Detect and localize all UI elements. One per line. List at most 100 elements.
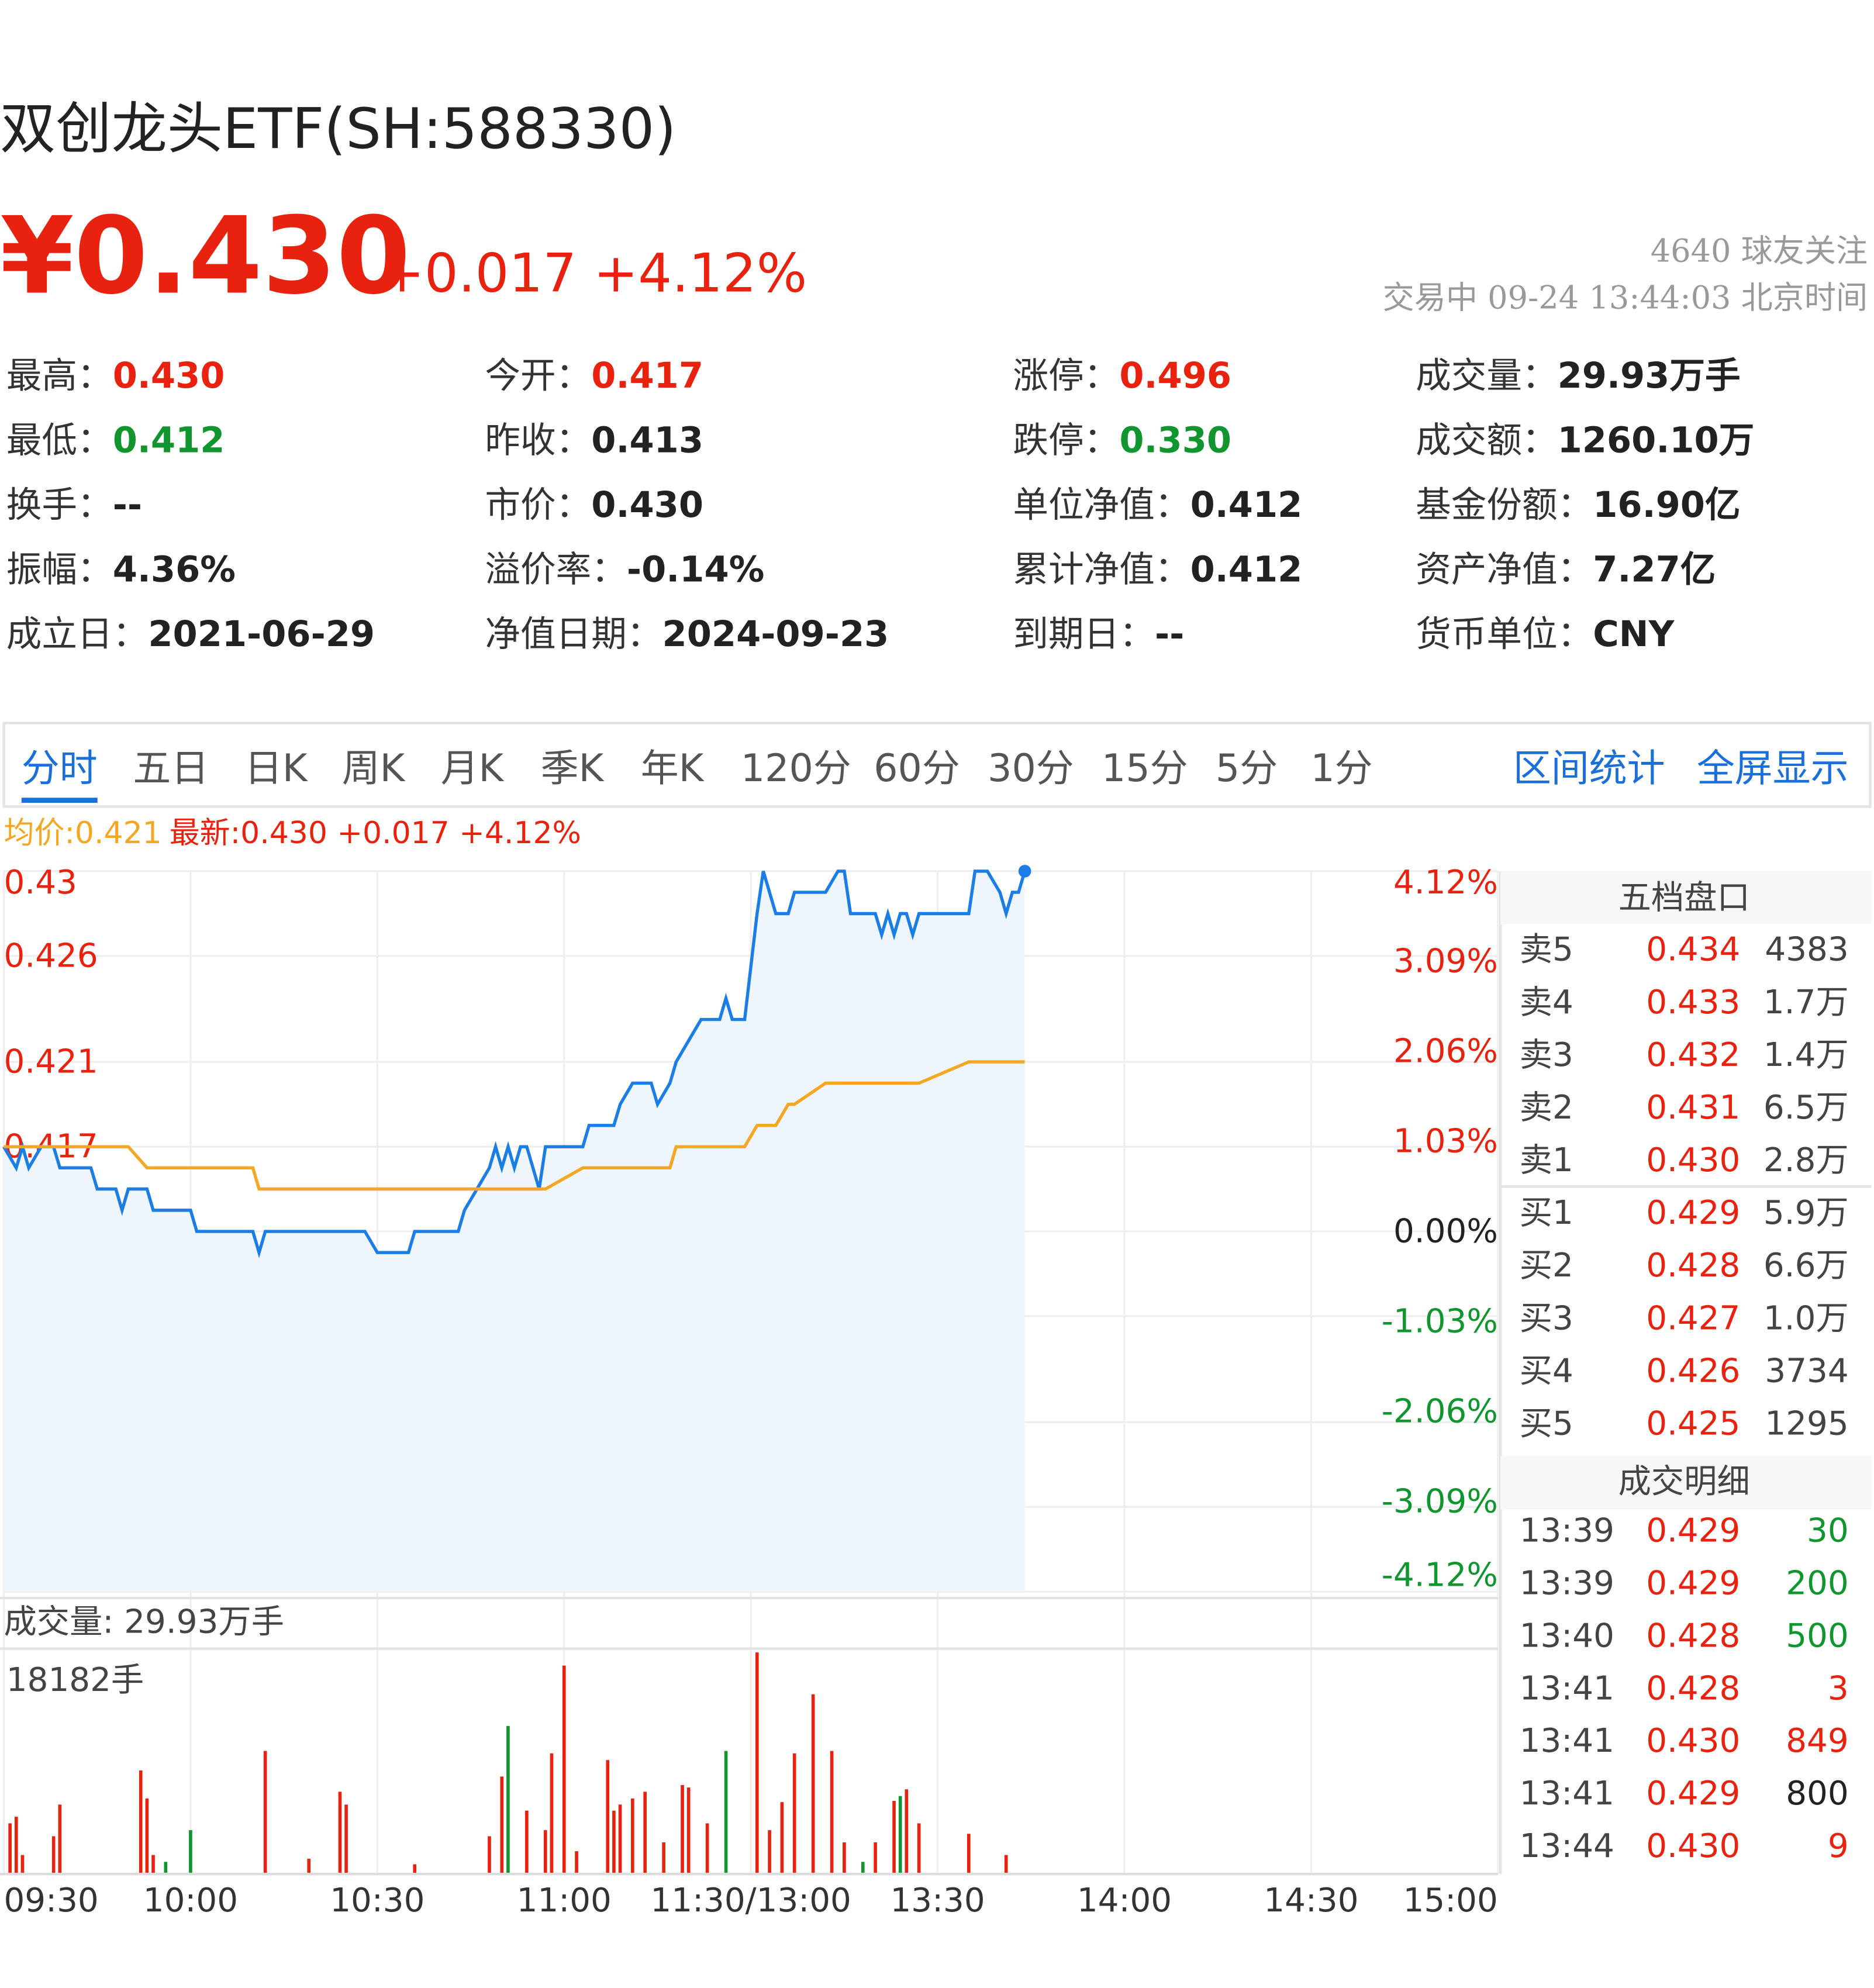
stat-label: 市价： (485, 485, 591, 526)
stat-value: 0.496 (1119, 356, 1231, 396)
stat-label: 跌停： (1013, 420, 1119, 461)
trade-time: 13:39 (1520, 1512, 1614, 1550)
order-book-title: 五档盘口 (1618, 879, 1750, 917)
stat-value: 7.27亿 (1593, 550, 1716, 591)
y2-tick-label: 2.06% (1393, 1032, 1498, 1070)
stat-value: -- (1155, 614, 1184, 655)
stat-label: 换手： (6, 485, 113, 526)
order-side: 卖1 (1520, 1141, 1573, 1179)
stat-label: 累计净值： (1013, 550, 1190, 591)
volume-bar (705, 1823, 709, 1875)
tab[interactable]: 60分 (874, 747, 960, 791)
trade-time: 13:41 (1520, 1775, 1614, 1813)
trade-volume: 9 (1828, 1827, 1849, 1865)
volume-bar (164, 1862, 168, 1875)
y2-tick-label: -2.06% (1382, 1393, 1498, 1431)
stat-value: -- (113, 485, 142, 526)
tab[interactable]: 分时 (22, 747, 98, 791)
change: +0.017 +4.12% (380, 243, 807, 304)
order-price: 0.433 (1646, 983, 1740, 1021)
volume-bar (967, 1834, 971, 1875)
tab-underline (21, 798, 98, 803)
order-side: 卖3 (1520, 1036, 1573, 1074)
order-price: 0.430 (1646, 1141, 1740, 1179)
volume-bar (51, 1836, 56, 1875)
tab[interactable]: 30分 (988, 747, 1074, 791)
price-line (4, 1060, 1025, 1191)
stat-value: -0.14% (627, 550, 764, 591)
volume-bar (575, 1851, 578, 1875)
stat-label: 成交额： (1416, 420, 1558, 461)
tab[interactable]: 周K (342, 747, 406, 791)
order-side: 买3 (1520, 1299, 1573, 1337)
volume-bar (631, 1798, 634, 1875)
price-line (2, 869, 1027, 1258)
trade-time: 13:44 (1520, 1827, 1614, 1865)
stat-value: 0.430 (591, 485, 703, 526)
stat-label: 净值日期： (485, 614, 662, 655)
trade-volume: 500 (1786, 1617, 1848, 1655)
order-price: 0.434 (1646, 931, 1740, 969)
order-volume: 5.9万 (1763, 1194, 1849, 1232)
volume-bar (843, 1842, 846, 1875)
stat-label: 最高： (6, 356, 113, 396)
x-tick-label: 14:00 (1077, 1882, 1172, 1920)
stat-value: 29.93万手 (1558, 356, 1741, 396)
y2-tick-label: -4.12% (1382, 1556, 1498, 1594)
action-link[interactable]: 区间统计 (1513, 747, 1665, 791)
order-volume: 1.7万 (1763, 983, 1849, 1021)
tab[interactable]: 季K (541, 747, 605, 791)
panel-header-bg (1500, 871, 1872, 924)
legend-last: 最新:0.430 +0.017 +4.12% (170, 816, 581, 851)
x-tick-label: 11:00 (517, 1882, 612, 1920)
tab[interactable]: 15分 (1102, 747, 1188, 791)
volume-bar (145, 1798, 149, 1875)
volume-bar (724, 1751, 728, 1875)
volume-bar (917, 1823, 921, 1875)
action-link[interactable]: 全屏显示 (1697, 747, 1849, 791)
price: ¥0.430 (0, 194, 410, 317)
volume-bar (189, 1830, 192, 1875)
volume-bar (506, 1725, 510, 1875)
tab[interactable]: 日K (244, 747, 308, 791)
stat-value: 2021-06-29 (148, 614, 375, 655)
volume-bar (550, 1753, 554, 1875)
order-side: 买2 (1520, 1247, 1573, 1285)
tab[interactable]: 5分 (1216, 747, 1278, 791)
y-tick-label: 0.43 (4, 864, 77, 902)
volume-bar (543, 1830, 547, 1875)
volume-bar (780, 1802, 784, 1875)
order-price: 0.428 (1646, 1247, 1740, 1285)
tab[interactable]: 五日 (133, 747, 209, 791)
stat-label: 成交量： (1416, 356, 1558, 396)
order-side: 买1 (1520, 1194, 1573, 1232)
stat-label: 单位净值： (1013, 485, 1190, 526)
volume-bar (606, 1760, 610, 1875)
stat-label: 成立日： (6, 614, 149, 655)
y2-tick-label: 1.03% (1393, 1123, 1498, 1161)
stat-label: 昨收： (485, 420, 591, 461)
order-volume: 6.5万 (1763, 1089, 1849, 1127)
volume-bar (618, 1804, 622, 1875)
tab[interactable]: 1分 (1310, 747, 1372, 791)
trade-time: 13:40 (1520, 1617, 1614, 1655)
stat-value: 0.412 (1190, 550, 1303, 591)
volume-bar (686, 1787, 691, 1875)
order-volume: 6.6万 (1763, 1247, 1849, 1285)
trade-price: 0.428 (1646, 1617, 1740, 1655)
tab[interactable]: 年K (641, 747, 705, 791)
volume-bar (905, 1789, 909, 1875)
stat-value: 0.430 (113, 356, 225, 396)
tab[interactable]: 月K (441, 747, 505, 791)
y2-tick-label: 0.00% (1393, 1213, 1498, 1251)
volume-bar (681, 1785, 684, 1875)
volume-bar (1004, 1855, 1008, 1875)
order-side: 卖4 (1520, 983, 1573, 1021)
trade-volume: 30 (1807, 1512, 1849, 1550)
order-volume: 1295 (1765, 1405, 1848, 1443)
volume-tick-label: 18182手 (6, 1661, 144, 1699)
stat-value: 4.36% (113, 550, 236, 591)
trade-price: 0.430 (1646, 1722, 1740, 1760)
tab[interactable]: 120分 (741, 747, 851, 791)
